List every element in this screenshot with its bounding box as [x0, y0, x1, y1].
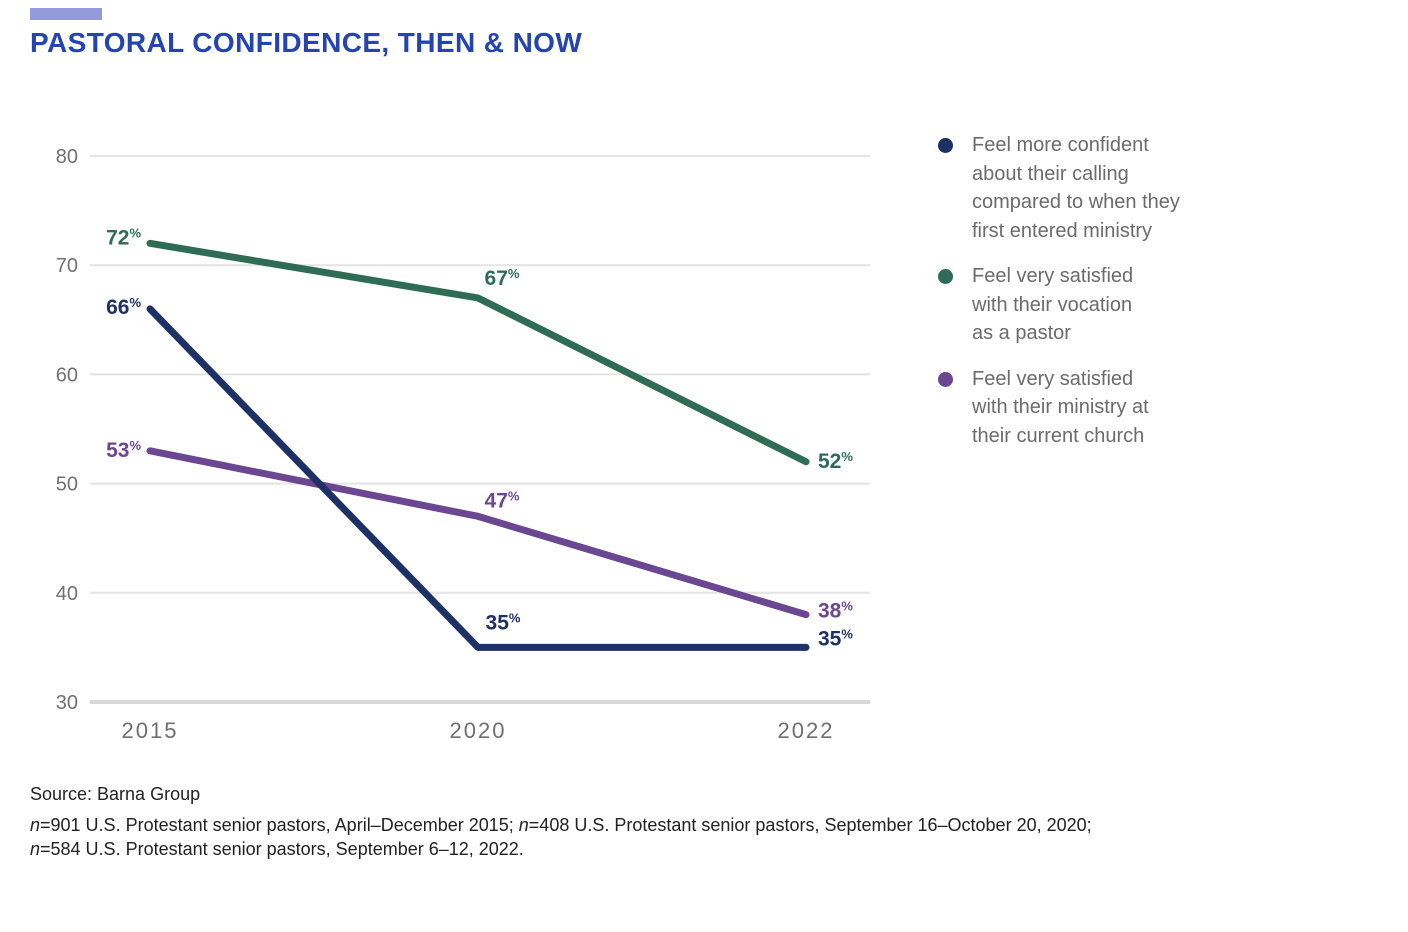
sample-note-line-2: n=584 U.S. Protestant senior pastors, Se… — [30, 839, 524, 859]
series-line — [146, 239, 810, 466]
series-line — [146, 447, 810, 619]
data-label: 35% — [486, 610, 521, 634]
y-tick-label: 30 — [56, 692, 78, 714]
chart-area: 80 70 60 50 40 30 2015 2020 2022 66% 35% 35% 72% 67% 5… — [30, 140, 890, 760]
data-label: 47% — [485, 488, 520, 512]
x-tick-label: 2020 — [450, 718, 507, 743]
sample-note-line-1: n=901 U.S. Protestant senior pastors, Ap… — [30, 814, 1092, 835]
series-line — [146, 305, 810, 651]
chart-title: PASTORAL CONFIDENCE, THEN & NOW — [30, 27, 583, 58]
accent-bar — [30, 8, 102, 20]
legend-item-confident: Feel more confident about their calling … — [938, 131, 1288, 245]
legend-dot-green-icon — [938, 269, 953, 284]
data-label: 35% — [818, 626, 853, 650]
legend-dot-navy-icon — [938, 138, 953, 153]
data-label: 52% — [818, 449, 853, 473]
y-tick-label: 60 — [56, 364, 78, 386]
data-label: 53% — [106, 438, 141, 462]
line-chart: 80 70 60 50 40 30 2015 2020 2022 66% 35% 35% 72% 67% 5… — [56, 146, 870, 743]
source-note: Source: Barna Group n=901 U.S. Protestan… — [30, 782, 1230, 862]
chart-legend: Feel more confident about their calling … — [938, 131, 1288, 467]
data-label: 66% — [106, 295, 141, 319]
legend-label-confident: Feel more confident about their calling … — [972, 134, 1180, 242]
data-label: 67% — [485, 266, 520, 290]
data-label: 38% — [818, 599, 853, 623]
source-line: Source: Barna Group — [30, 784, 201, 804]
x-tick-label: 2015 — [122, 718, 179, 743]
legend-dot-purple-icon — [938, 371, 953, 387]
y-tick-label: 40 — [56, 583, 78, 605]
y-tick-label: 70 — [56, 255, 78, 277]
y-tick-label: 80 — [56, 146, 78, 168]
y-tick-label: 50 — [56, 474, 78, 496]
x-tick-label: 2022 — [778, 718, 835, 743]
legend-label-vocation: Feel very satisfied with their vocation … — [972, 265, 1134, 344]
data-label: 72% — [106, 225, 141, 249]
legend-label-ministry: Feel very satisfied with their ministry … — [972, 367, 1149, 447]
legend-item-vocation: Feel very satisfied with their vocation … — [938, 262, 1288, 348]
legend-item-ministry: Feel very satisfied with their ministry … — [938, 365, 1288, 451]
